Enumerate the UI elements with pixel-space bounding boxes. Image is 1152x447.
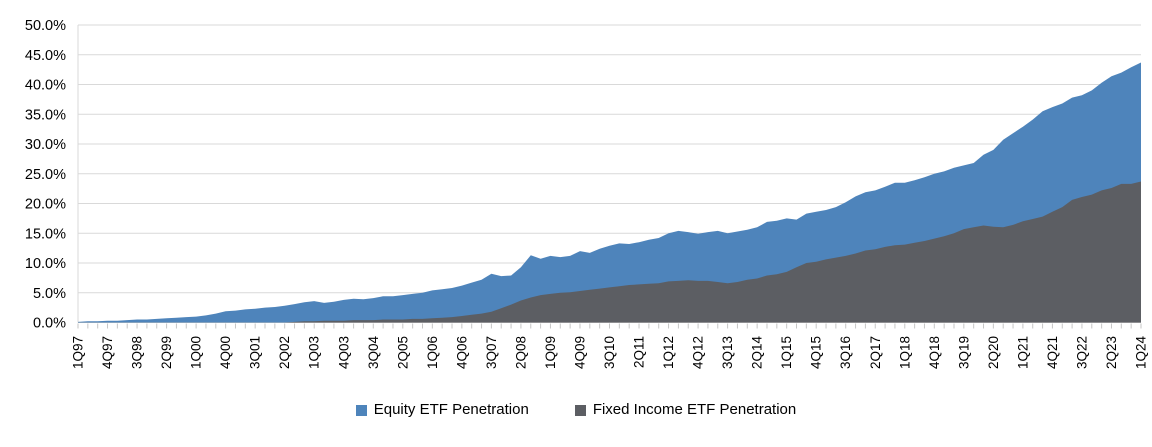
y-tick-label: 5.0% [33, 286, 66, 302]
x-tick-label: 4Q18 [927, 336, 942, 369]
x-tick-label: 2Q02 [277, 336, 292, 369]
x-tick-label: 4Q15 [809, 336, 824, 369]
x-tick-label: 4Q00 [218, 336, 233, 369]
y-tick-label: 30.0% [25, 137, 66, 153]
fixed-income-legend-label: Fixed Income ETF Penetration [592, 401, 797, 418]
x-tick-label: 2Q11 [632, 336, 647, 368]
x-tick-label: 1Q03 [307, 336, 322, 369]
legend-item-equity: Equity ETF Penetration [355, 399, 529, 421]
y-tick-label: 15.0% [25, 226, 66, 242]
x-tick-label: 2Q99 [159, 336, 174, 369]
x-tick-label: 3Q01 [248, 336, 263, 369]
x-tick-label: 3Q22 [1074, 336, 1089, 369]
x-tick-label: 2Q14 [750, 336, 765, 370]
x-tick-label: 2Q05 [395, 336, 410, 369]
x-tick-label: 1Q24 [1134, 336, 1149, 370]
x-tick-label: 1Q09 [543, 336, 558, 369]
x-tick-label: 3Q10 [602, 336, 617, 369]
y-tick-label: 0.0% [33, 316, 66, 332]
x-tick-label: 3Q98 [130, 336, 145, 369]
y-tick-label: 40.0% [25, 78, 66, 94]
x-tick-label: 2Q20 [986, 336, 1001, 369]
fixed-income-legend-swatch-icon [574, 404, 586, 416]
x-tick-label: 1Q00 [189, 336, 204, 369]
x-tick-label: 3Q16 [838, 336, 853, 369]
x-tick-label: 3Q04 [366, 336, 381, 370]
x-tick-label: 4Q97 [100, 336, 115, 369]
y-tick-label: 25.0% [25, 167, 66, 183]
x-tick-label: 4Q21 [1045, 336, 1060, 369]
x-tick-label: 2Q23 [1104, 336, 1119, 369]
chart-legend: Equity ETF Penetration Fixed Income ETF … [0, 399, 1152, 421]
equity-legend-label: Equity ETF Penetration [373, 401, 529, 418]
y-tick-label: 10.0% [25, 256, 66, 272]
fixed-income-area-series [78, 181, 1141, 323]
y-tick-label: 50.0% [25, 18, 66, 34]
x-tick-label: 1Q06 [425, 336, 440, 369]
y-tick-label: 35.0% [25, 107, 66, 123]
x-tick-label: 3Q13 [720, 336, 735, 369]
equity-legend-swatch-icon [355, 404, 367, 416]
x-tick-label: 2Q08 [513, 336, 528, 369]
x-tick-label: 4Q12 [691, 336, 706, 369]
x-tick-label: 1Q18 [897, 336, 912, 369]
x-tick-label: 4Q09 [572, 336, 587, 369]
x-tick-label: 3Q07 [484, 336, 499, 369]
x-tick-label: 2Q17 [868, 336, 883, 369]
x-tick-label: 1Q21 [1015, 336, 1030, 369]
x-tick-label: 1Q15 [779, 336, 794, 369]
x-tick-label: 3Q19 [956, 336, 971, 369]
x-tick-label: 4Q06 [454, 336, 469, 369]
x-tick-label: 1Q97 [71, 336, 86, 369]
x-tick-label: 4Q03 [336, 336, 351, 369]
etf-penetration-area-chart: 50.0% 45.0% 40.0% 35.0% 30.0% 25.0% 20.0% 15.0%… [25, 18, 1149, 370]
legend-item-fixed-income: Fixed Income ETF Penetration [574, 399, 797, 421]
y-tick-label: 20.0% [25, 197, 66, 213]
x-tick-label: 1Q12 [661, 336, 676, 369]
y-tick-label: 45.0% [25, 48, 66, 64]
